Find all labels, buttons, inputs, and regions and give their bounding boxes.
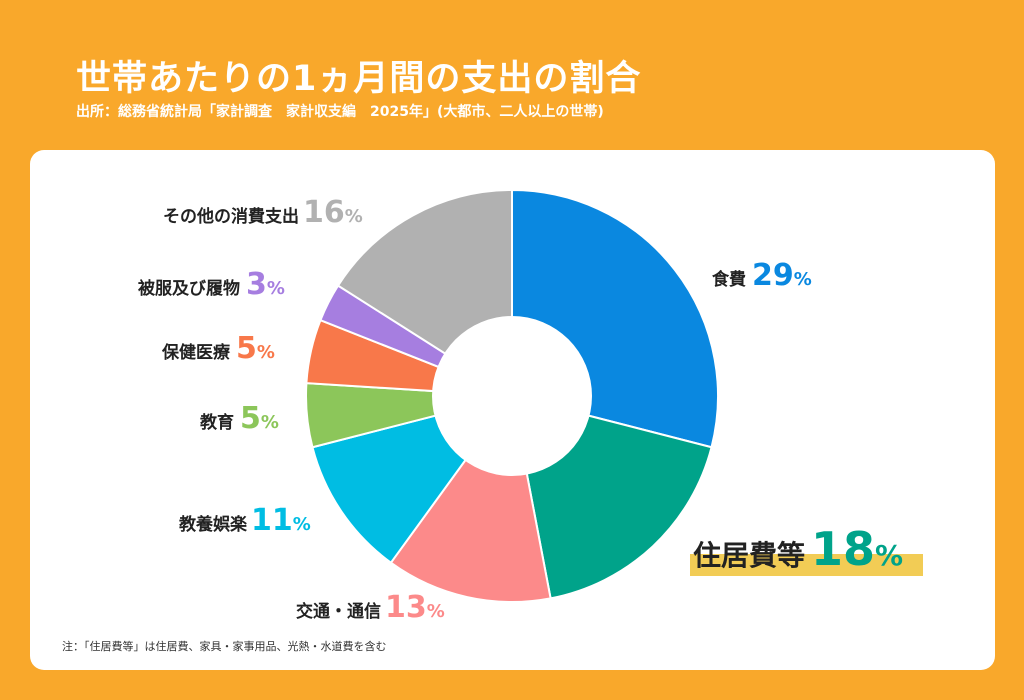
label-food-unit: % (794, 269, 812, 290)
label-transport-name: 交通・通信 (296, 601, 381, 622)
label-clothing-name: 被服及び履物 (138, 278, 240, 299)
highlight-bar (690, 554, 923, 576)
label-transport-value: 13 (385, 590, 427, 625)
label-housing-unit: % (875, 539, 903, 572)
label-other-unit: % (345, 206, 363, 227)
label-education-value: 5 (240, 401, 261, 436)
page-title: 世帯あたりの1ヵ月間の支出の割合 (76, 59, 642, 99)
label-clothing-unit: % (267, 278, 285, 299)
label-clothing-value: 3 (246, 267, 267, 302)
label-food-value: 29 (752, 258, 794, 293)
label-health-name: 保健医療 (161, 342, 231, 363)
label-transport-unit: % (427, 601, 445, 622)
label-food-name: 食費 (712, 269, 746, 290)
label-education-unit: % (261, 412, 279, 433)
label-health-unit: % (257, 342, 275, 363)
label-housing-name: 住居費等 (693, 539, 805, 572)
label-culture-value: 11 (251, 503, 293, 538)
label-culture-unit: % (293, 514, 311, 535)
footnote: 注：「住居費等」は住居費、家具・家事用品、光熱・水道費を含む (62, 640, 387, 653)
svg-text:教育5%: 教育 5% (199, 401, 279, 436)
label-health-value: 5 (236, 331, 257, 366)
label-education-name: 教育 (199, 412, 234, 433)
label-housing-value: 18 (811, 522, 875, 576)
label-other-value: 16 (303, 195, 345, 230)
source-caption: 出所：総務省統計局「家計調査 家計収支編 2025年」(大都市、二人以上の世帯) (76, 104, 604, 120)
label-culture-name: 教養娯楽 (178, 514, 248, 535)
label-other-name: その他の消費支出 (163, 206, 299, 227)
donut-hole (432, 316, 592, 476)
